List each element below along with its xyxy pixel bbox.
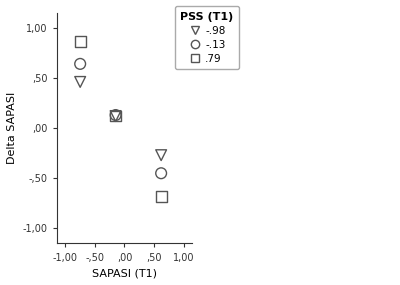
Point [77, 62, 83, 66]
X-axis label: SAPASI (T1): SAPASI (T1) [92, 268, 157, 278]
Point [77, 80, 83, 84]
Point [77, 40, 83, 44]
Y-axis label: Delta SAPASI: Delta SAPASI [7, 92, 17, 164]
Point [112, 113, 119, 117]
Point [158, 171, 164, 176]
Point [112, 114, 119, 118]
Point [158, 194, 164, 199]
Legend: -.98, -.13, .79: -.98, -.13, .79 [175, 6, 239, 69]
Point [112, 114, 119, 118]
Point [158, 153, 164, 157]
